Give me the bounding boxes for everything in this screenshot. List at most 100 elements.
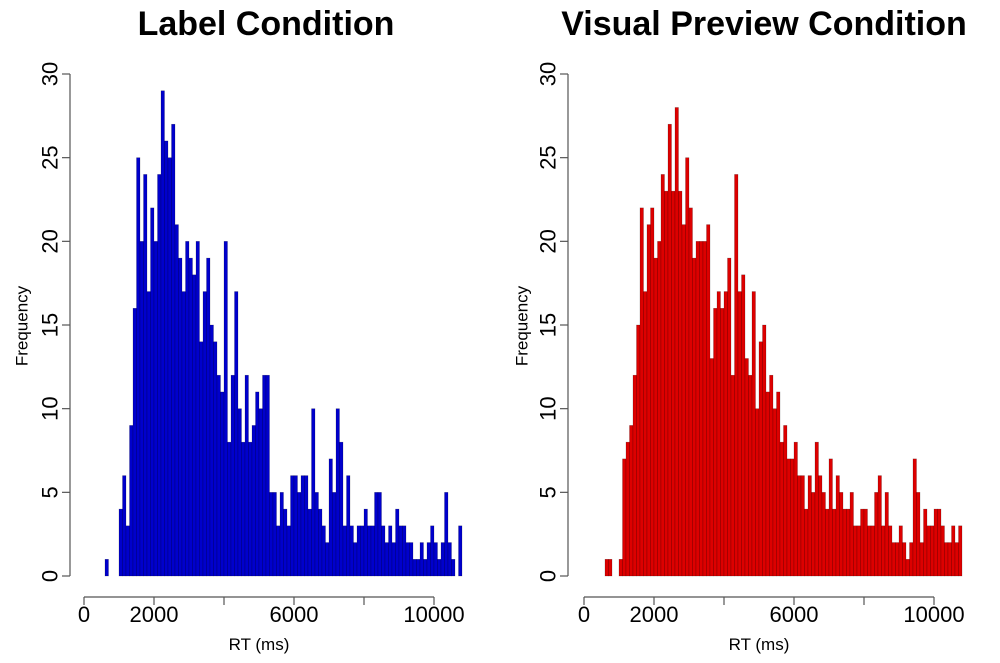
histogram-bar [909,542,914,577]
histogram-bar [797,475,802,577]
histogram-bar [342,525,347,577]
chart-title: Visual Preview Condition [561,5,967,43]
histogram-bar [136,157,141,577]
histogram-bar [793,441,798,577]
histogram-bar [202,291,207,577]
histogram-bar [300,475,305,577]
histogram-bar [262,374,267,577]
histogram-bar [370,525,375,577]
histogram-bar [695,241,700,577]
histogram-bar [825,508,830,577]
histogram-bar [458,525,463,577]
histogram-bar [388,525,393,577]
histogram-bar [426,542,431,577]
histogram-bar [912,458,917,577]
histogram-bar [440,542,445,577]
histogram-bar [339,441,344,577]
histogram-bar [104,559,109,577]
histogram-bar [374,492,379,577]
histogram-bar [755,408,760,577]
histogram-bar [846,508,851,577]
histogram-bar [902,542,907,577]
histogram-bar [356,525,361,577]
histogram-bar [188,257,193,577]
histogram-bar [321,525,326,577]
y-tick-label: 30 [38,62,63,86]
histogram-bar [639,207,644,577]
histogram-bar [398,525,403,577]
histogram-bar [916,492,921,577]
histogram-bar [954,542,959,577]
histogram-bar [926,525,931,577]
histogram-bar [405,542,410,577]
histogram-bar [951,525,956,577]
histogram-bar [206,257,211,577]
histogram-bar [919,542,924,577]
histogram-bar [853,525,858,577]
histogram-bar [353,542,358,577]
histogram-bar [874,492,879,577]
histogram-bar [870,525,875,577]
histogram-bar [412,559,417,577]
histogram-bar [937,508,942,577]
histogram-bar [279,492,284,577]
histogram-bar [377,492,382,577]
histogram-bar [891,542,896,577]
histogram-bar [748,374,753,577]
histogram-bar [828,458,833,577]
y-tick-label: 5 [38,486,63,498]
histogram-bar [716,291,721,577]
histogram-bar [391,542,396,577]
histogram-bar [118,508,123,577]
histogram-bar [856,525,861,577]
histogram-bar [314,492,319,577]
histogram-bar [629,425,634,577]
histogram-bar [632,374,637,577]
histogram-bar [332,492,337,577]
histogram-bar [643,291,648,577]
histogram-bar [437,559,442,577]
histogram-bar [167,157,172,577]
histogram-bar [660,174,665,577]
histogram-bar [230,374,235,577]
histogram-bar [283,508,288,577]
histogram-bar [157,174,162,577]
histogram-bar [944,542,949,577]
histogram-bar [325,542,330,577]
histogram-bar [181,291,186,577]
histogram-bar [737,291,742,577]
histogram-bar [618,559,623,577]
histogram-bar [409,542,414,577]
histogram-bar [800,475,805,577]
histogram-bar [804,508,809,577]
histogram-bar [604,559,609,577]
bars [604,107,963,577]
histogram-bar [769,374,774,577]
histogram-bar [667,123,672,577]
histogram-bar [895,542,900,577]
histogram-bar [625,441,630,577]
histogram-bar [821,492,826,577]
histogram-bar [430,525,435,577]
histogram-bar [311,408,316,577]
histogram-bar [818,475,823,577]
histogram-bar [678,190,683,577]
histogram-bar [146,291,151,577]
histogram-bar [419,542,424,577]
histogram-bar [444,492,449,577]
histogram-bar [227,441,232,577]
histogram-bar [293,475,298,577]
chart-panel-2: Visual Preview Condition 0 5 10 15 20 25 30 Freq… [513,5,967,654]
histogram-bar [255,391,260,577]
histogram-bar [307,508,312,577]
histogram-bar [258,408,263,577]
histogram-bar [153,241,158,577]
histogram-bar [451,559,456,577]
histogram-bar [290,475,295,577]
histogram-bar [765,391,770,577]
histogram-bar [185,241,190,577]
histogram-bar [940,525,945,577]
histogram-bar [758,341,763,577]
histogram-bar [178,257,183,577]
histogram-bar [730,374,735,577]
